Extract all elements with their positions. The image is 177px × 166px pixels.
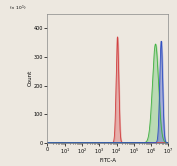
Y-axis label: Count: Count <box>27 70 32 86</box>
X-axis label: FITC-A: FITC-A <box>99 158 116 163</box>
Text: $(\times\ 10^1)$: $(\times\ 10^1)$ <box>9 3 26 13</box>
